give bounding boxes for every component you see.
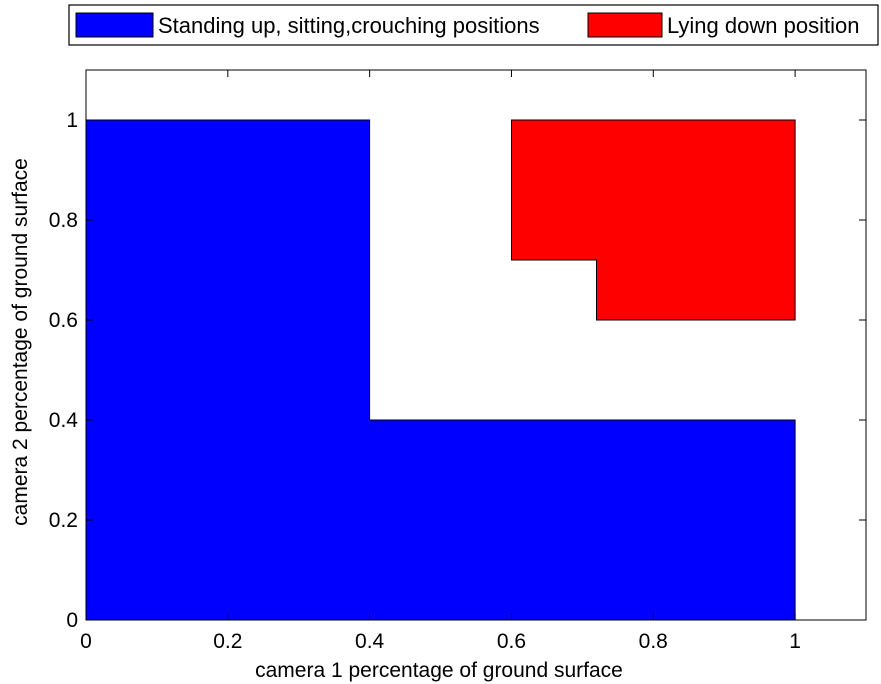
x-tick-label: 0.2 — [213, 630, 242, 653]
x-axis-label: camera 1 percentage of ground surface — [255, 659, 623, 682]
legend-label-lying: Lying down position — [667, 13, 859, 38]
x-tick-label: 0.6 — [497, 630, 526, 653]
x-tick-label: 1 — [789, 630, 801, 653]
y-tick-label: 0 — [66, 609, 78, 632]
y-axis-label: camera 2 percentage of ground surface — [9, 158, 32, 526]
y-tick-label: 1 — [66, 109, 78, 132]
y-tick-label: 0.4 — [49, 409, 79, 432]
axes-box — [85, 69, 867, 621]
y-tick-label: 0.8 — [49, 209, 78, 232]
plot-area: 0 0.2 0.4 0.6 0.8 1 0 0.2 0.4 0.6 0.8 1 — [49, 69, 867, 653]
legend-swatch-standing — [75, 12, 154, 38]
legend: Standing up, sitting,crouching positions… — [68, 4, 879, 46]
legend-label-standing: Standing up, sitting,crouching positions — [158, 13, 540, 38]
x-tick-label: 0.4 — [355, 630, 385, 653]
legend-box — [68, 4, 879, 46]
x-tick-label: 0.8 — [639, 630, 668, 653]
x-tick-label: 0 — [80, 630, 92, 653]
region-lying — [511, 119, 796, 321]
legend-swatch-lying — [587, 12, 663, 38]
y-tick-label: 0.6 — [49, 309, 78, 332]
y-tick-label: 0.2 — [49, 509, 78, 532]
